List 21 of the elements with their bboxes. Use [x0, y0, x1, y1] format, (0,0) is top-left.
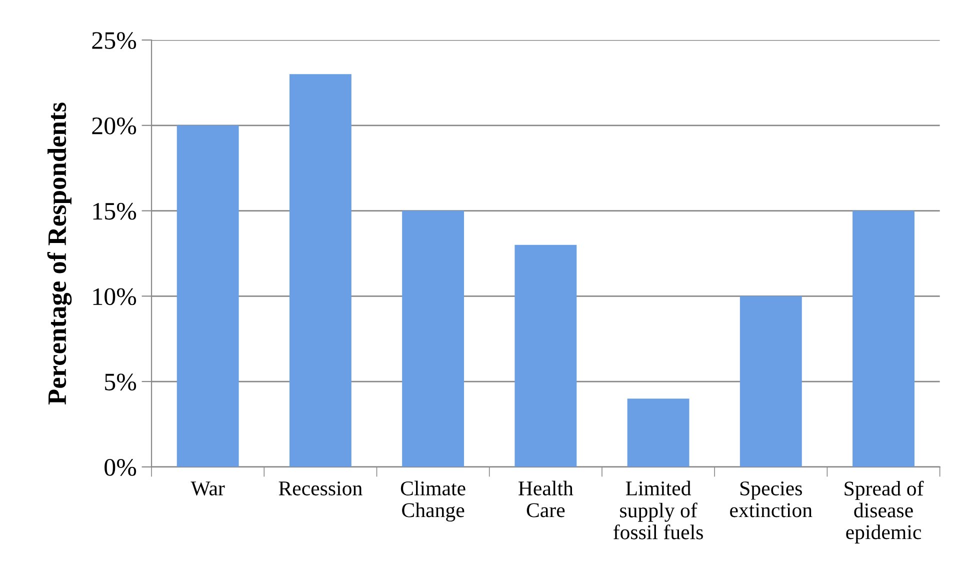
- y-tick-label: 10%: [93, 288, 136, 306]
- x-tick-label: Limited supply of fossil fuels: [614, 480, 703, 540]
- x-tick-label: Health Care: [518, 480, 574, 518]
- y-tick-label: 20%: [92, 117, 136, 134]
- y-tick-label: 25%: [92, 32, 136, 50]
- x-tick-label: War: [190, 482, 225, 496]
- bar: [289, 74, 352, 467]
- x-tick-label: Recession: [278, 481, 362, 496]
- y-tick-label: 0%: [104, 458, 136, 476]
- bar: [627, 398, 690, 467]
- x-tick-label: Climate Change: [400, 480, 466, 522]
- bar: [852, 210, 914, 467]
- y-tick-label: 5%: [105, 374, 136, 391]
- bar: [402, 210, 464, 467]
- bar: [740, 296, 802, 467]
- x-tick-label: Spread of disease epidemic: [844, 480, 924, 544]
- y-tick-label: 15%: [93, 202, 136, 220]
- bar: [514, 244, 577, 467]
- y-axis-title: Percentage of Respondents: [47, 102, 72, 404]
- x-tick-label: Species extinction: [730, 481, 812, 518]
- bar: [176, 125, 239, 467]
